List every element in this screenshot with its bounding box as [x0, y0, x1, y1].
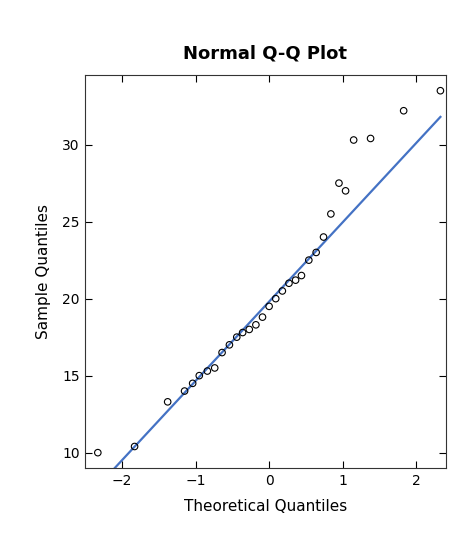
- Point: [218, 348, 226, 357]
- Point: [131, 442, 138, 451]
- Point: [342, 187, 349, 195]
- Point: [211, 364, 219, 372]
- X-axis label: Theoretical Quantiles: Theoretical Quantiles: [184, 499, 347, 514]
- Point: [272, 294, 280, 303]
- Point: [335, 179, 343, 187]
- Point: [239, 328, 246, 337]
- Point: [437, 87, 444, 95]
- Point: [327, 210, 335, 218]
- Point: [298, 271, 305, 280]
- Point: [292, 276, 300, 285]
- Point: [233, 333, 241, 342]
- Point: [312, 248, 320, 257]
- Point: [94, 448, 101, 457]
- Point: [181, 387, 188, 395]
- Point: [246, 325, 253, 334]
- Y-axis label: Sample Quantiles: Sample Quantiles: [36, 204, 51, 339]
- Point: [285, 279, 293, 287]
- Point: [400, 107, 408, 115]
- Point: [305, 256, 313, 265]
- Point: [320, 233, 328, 242]
- Point: [265, 302, 273, 310]
- Point: [226, 341, 233, 349]
- Point: [367, 134, 374, 143]
- Point: [203, 367, 211, 376]
- Point: [195, 371, 203, 380]
- Point: [164, 398, 172, 406]
- Point: [252, 321, 260, 329]
- Title: Normal Q-Q Plot: Normal Q-Q Plot: [183, 45, 347, 62]
- Point: [279, 287, 286, 295]
- Point: [259, 313, 266, 321]
- Point: [189, 379, 196, 388]
- Point: [350, 136, 357, 144]
